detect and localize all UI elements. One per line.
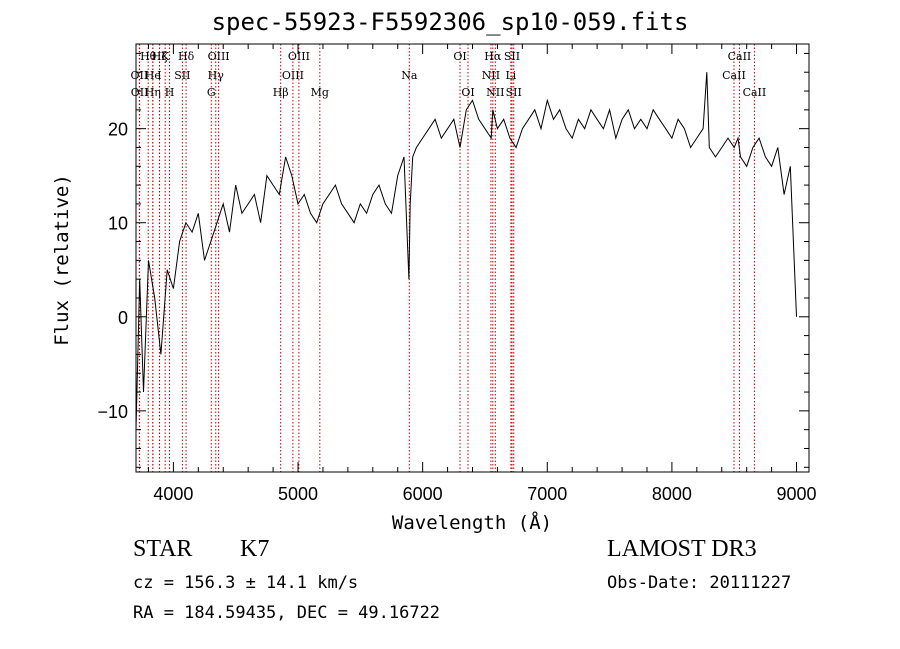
flux-line [135,72,797,430]
line-marker-label: SII [174,69,190,82]
x-tick-label: 4000 [153,484,193,504]
line-marker-label: Hα [484,50,502,63]
line-marker-label: G [207,86,216,99]
line-marker-label: Na [401,69,418,82]
line-marker-label: OIII [208,50,230,63]
x-tick-label: 6000 [403,484,443,504]
y-tick-label: −10 [97,402,128,422]
y-tick-label: 10 [108,214,128,234]
line-marker-label: Hζ [152,50,168,63]
redshift-readout: cz = 156.3 ± 14.1 km/s [133,573,359,593]
line-marker-label: CaII [722,69,746,82]
coordinates-readout: RA = 184.59435, DEC = 49.16722 [133,603,441,623]
line-marker-label: NII [486,86,504,99]
y-tick-label: 20 [108,120,128,140]
line-marker-label: SII [506,86,522,99]
line-markers [138,44,755,472]
line-marker-label: Hβ [273,86,289,99]
x-tick-label: 9000 [777,484,817,504]
line-marker-label: Hγ [208,69,225,82]
line-marker-label: NII [482,69,500,82]
x-axis-label: Wavelength (Å) [392,511,552,534]
line-marker-label: I [157,69,161,82]
line-marker-label: Hθ [140,50,157,63]
line-marker-label: He [145,69,161,82]
flux-series [135,72,797,430]
line-marker-label: Mg [311,86,329,99]
line-marker-label: OII [131,69,149,82]
line-marker-label: OI [453,50,466,63]
survey-label: LAMOST DR3 [607,536,757,562]
chart-title: spec-55923-F5592306_sp10-059.fits [211,8,689,36]
line-marker-label: K [161,50,170,63]
x-tick-label: 7000 [527,484,567,504]
y-axis-label: Flux (relative) [51,174,73,346]
line-marker-label: Hδ [178,50,195,63]
observation-date: Obs-Date: 20111227 [607,573,792,593]
line-marker-label: Hη [145,86,161,99]
line-marker-label: CaII [728,50,752,63]
x-axis: 4000 5000 6000 7000 8000 9000 [147,44,817,504]
object-subclass: K7 [240,536,270,562]
line-marker-label: CaII [743,86,767,99]
y-axis: −10 0 10 20 [97,52,809,468]
y-tick-label: 0 [118,308,128,328]
line-marker-label: OIII [282,69,304,82]
line-marker-label: H [165,86,175,99]
object-class: STAR [133,536,193,562]
line-marker-label: OIII [288,50,310,63]
x-tick-label: 5000 [278,484,318,504]
x-tick-label: 8000 [652,484,692,504]
line-marker-label: SII [504,50,520,63]
line-marker-label: OII [131,86,149,99]
line-marker-label: OI [461,86,474,99]
line-marker-label: Li [505,69,516,82]
